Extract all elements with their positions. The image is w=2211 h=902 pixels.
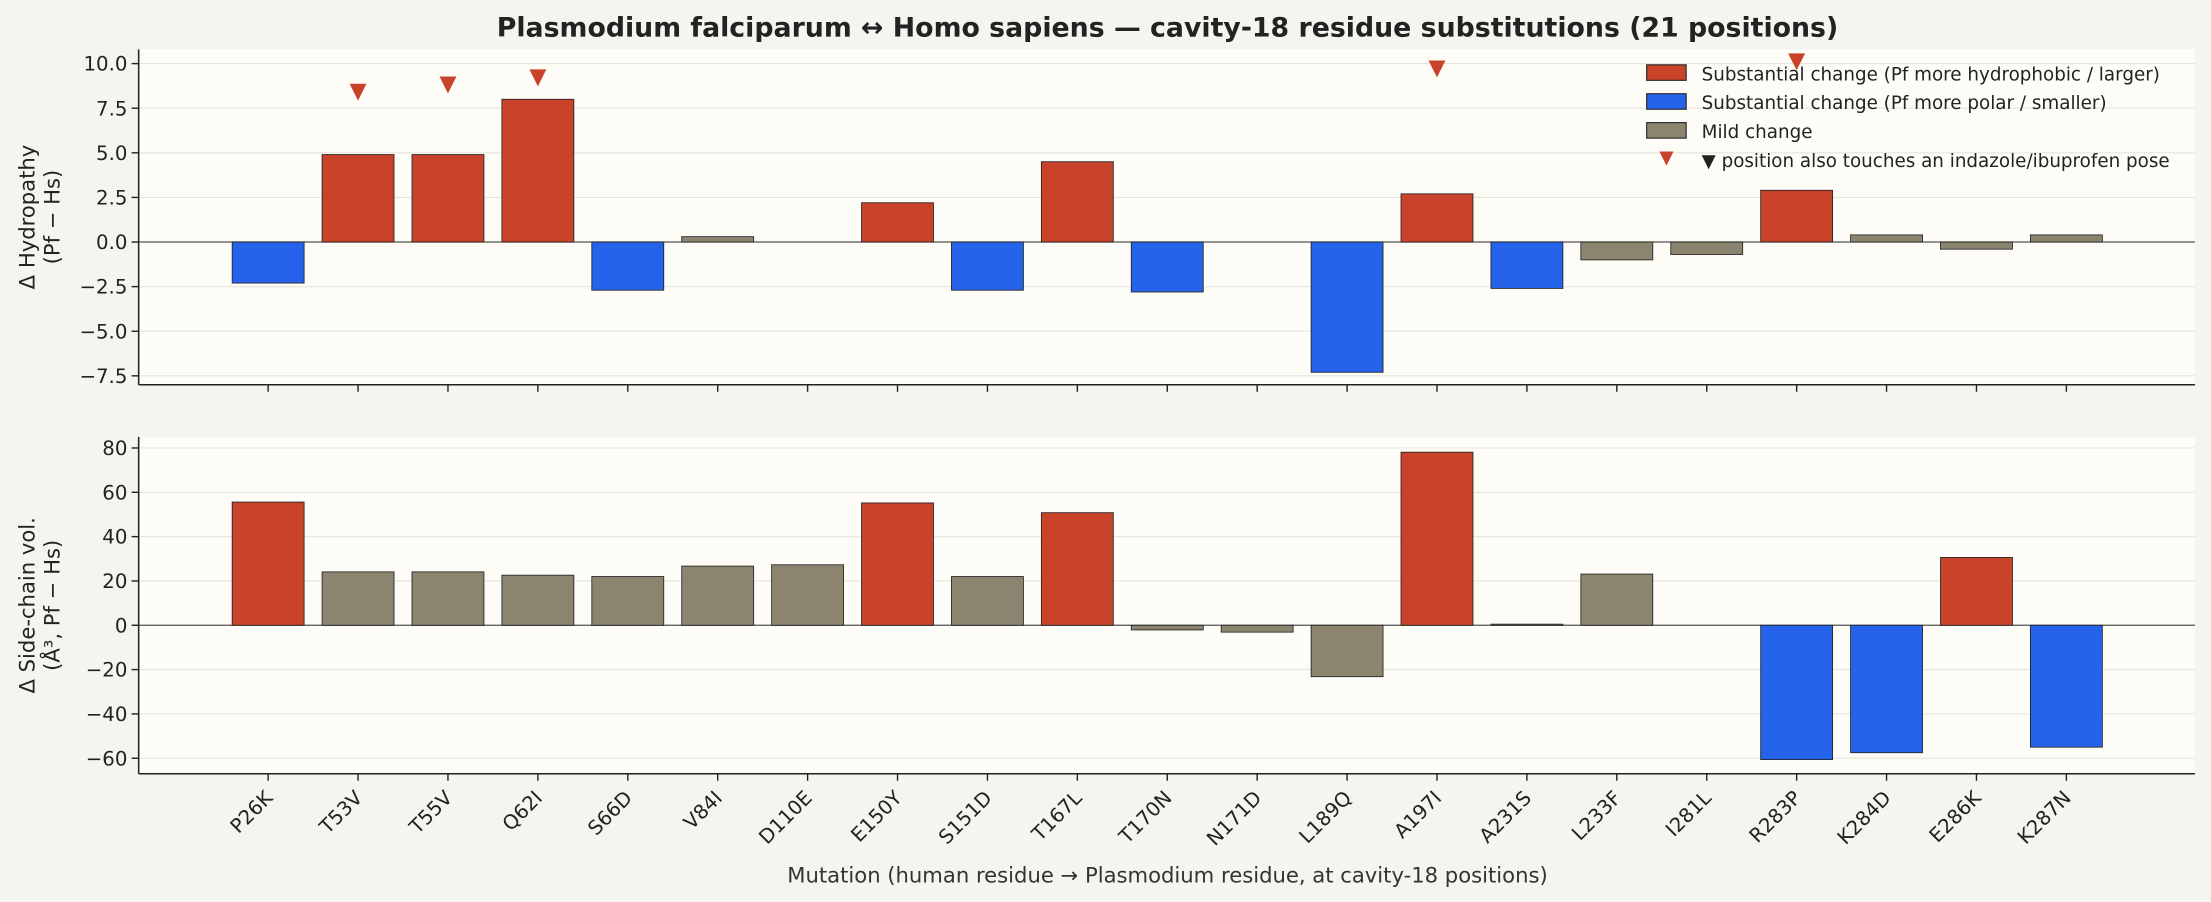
y-tick-label: 5.0	[96, 142, 127, 165]
legend-marker	[1659, 151, 1674, 166]
bar	[321, 571, 395, 626]
y-tick-label: 0.0	[96, 231, 127, 254]
bar	[1130, 624, 1204, 631]
legend-label: Substantial change (Pf more hydrophobic …	[1702, 64, 2160, 85]
bar	[1580, 241, 1654, 261]
pose-marker	[1788, 53, 1806, 71]
x-tick-label: S66D	[583, 786, 637, 840]
x-tick-label: K287N	[2013, 786, 2075, 848]
y-tick-label: 2.5	[96, 186, 127, 209]
bar	[231, 501, 305, 626]
x-tick-label: L233F	[1567, 786, 1626, 845]
x-tick-label: A197I	[1390, 786, 1447, 843]
bar	[321, 154, 395, 243]
bar	[1850, 624, 1923, 754]
bar	[1940, 557, 2013, 626]
x-tick-label: R283P	[1745, 786, 1806, 847]
bar	[1580, 573, 1654, 626]
y-tick-label: −2.5	[80, 276, 128, 299]
bar	[501, 574, 575, 626]
y-tick-label: 40	[102, 526, 127, 549]
x-tick-label: T167L	[1027, 786, 1087, 846]
y-tick-label: −7.5	[80, 365, 128, 388]
bar	[1130, 241, 1204, 293]
x-tick-label: K284D	[1833, 786, 1896, 849]
bar	[1940, 241, 2013, 250]
bar	[591, 576, 665, 626]
x-tick-label: Q62I	[498, 786, 547, 835]
bar	[1670, 241, 1744, 255]
x-tick-label: S151D	[934, 786, 996, 848]
y-tick-label: 20	[102, 570, 127, 593]
bar	[411, 154, 485, 243]
x-axis-label: Mutation (human residue → Plasmodium res…	[787, 862, 1547, 887]
y-tick-label: −60	[86, 747, 128, 770]
x-tick-label: V84I	[679, 786, 727, 834]
y-tick-label: 0	[115, 614, 128, 637]
x-tick-label: E286K	[1925, 786, 1987, 848]
bar	[1040, 512, 1114, 626]
x-tick-label: I281L	[1661, 786, 1716, 841]
bar	[1220, 624, 1294, 633]
legend-label: ▼ position also touches an indazole/ibup…	[1702, 151, 2170, 172]
legend-swatch	[1646, 93, 1687, 110]
bar	[861, 502, 934, 626]
bar	[681, 236, 755, 243]
y-tick-label: 10.0	[83, 53, 127, 76]
y-tick-label: −5.0	[80, 320, 128, 343]
x-tick-label: A231S	[1475, 786, 1536, 847]
y-tick-label: −20	[86, 659, 128, 682]
bar	[1310, 241, 1384, 373]
x-tick-label: T55V	[404, 786, 457, 839]
y-axis-label: Δ Side-chain vol.	[14, 517, 39, 693]
bar	[1400, 193, 1474, 243]
y-tick-label: −40	[86, 703, 128, 726]
x-tick-label: P26K	[226, 786, 278, 838]
pose-marker	[439, 76, 457, 94]
bar	[1490, 241, 1564, 289]
x-tick-label: T53V	[314, 786, 367, 839]
x-tick-label: L189Q	[1295, 786, 1357, 848]
chart-title: Plasmodium falciparum ↔ Homo sapiens — c…	[497, 13, 1838, 44]
bar	[1400, 451, 1474, 626]
pose-marker	[529, 69, 547, 87]
y-axis-label: (Pf − Hs)	[40, 170, 65, 265]
bar	[411, 571, 485, 626]
y-axis-label: Δ Hydropathy	[14, 145, 39, 290]
bar	[501, 98, 575, 243]
bar	[1040, 161, 1114, 243]
bar	[1760, 189, 1834, 243]
y-axis-label: (Å³, Pf − Hs)	[39, 540, 65, 671]
legend-swatch	[1646, 64, 1687, 81]
pose-marker	[349, 83, 367, 101]
y-tick-label: 7.5	[96, 97, 127, 120]
pose-marker	[1428, 60, 1446, 78]
bar	[951, 576, 1024, 626]
x-tick-label: T170N	[1114, 786, 1177, 849]
bar	[951, 241, 1024, 291]
x-tick-label: E150Y	[846, 786, 907, 847]
bar	[1310, 624, 1384, 678]
bar	[1850, 234, 1923, 243]
y-tick-label: 60	[102, 481, 127, 504]
bar	[591, 241, 665, 291]
bar	[1490, 623, 1564, 626]
bar	[2029, 234, 2103, 243]
legend-label: Mild change	[1702, 122, 1813, 143]
bar	[231, 241, 305, 284]
bar	[1760, 624, 1834, 760]
bar	[861, 202, 934, 243]
bar	[771, 564, 844, 626]
bar	[2029, 624, 2103, 748]
bar	[681, 565, 755, 626]
legend-swatch	[1646, 122, 1687, 139]
x-tick-label: D110E	[754, 786, 816, 848]
y-tick-label: 80	[102, 437, 127, 460]
legend-label: Substantial change (Pf more polar / smal…	[1702, 93, 2107, 114]
x-tick-label: N171D	[1202, 786, 1266, 850]
